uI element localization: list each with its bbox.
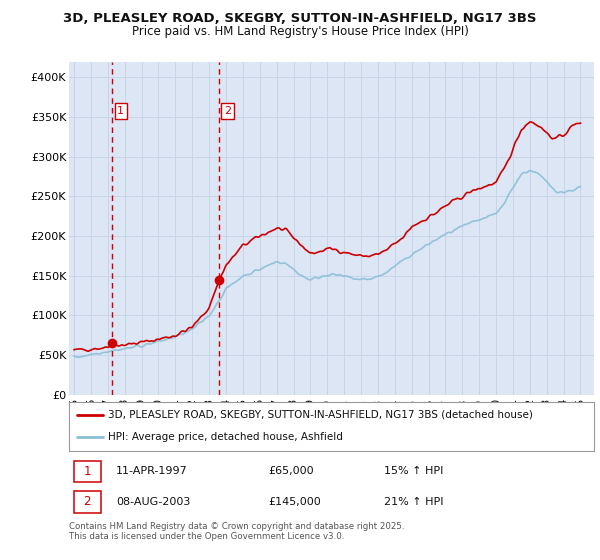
Text: 3D, PLEASLEY ROAD, SKEGBY, SUTTON-IN-ASHFIELD, NG17 3BS (detached house): 3D, PLEASLEY ROAD, SKEGBY, SUTTON-IN-ASH… (109, 410, 533, 420)
Text: Contains HM Land Registry data © Crown copyright and database right 2025.
This d: Contains HM Land Registry data © Crown c… (69, 522, 404, 542)
Text: 1: 1 (83, 465, 91, 478)
FancyBboxPatch shape (74, 460, 101, 482)
Text: 2: 2 (224, 106, 231, 116)
Text: 08-AUG-2003: 08-AUG-2003 (116, 497, 191, 507)
Text: £145,000: £145,000 (269, 497, 321, 507)
Text: £65,000: £65,000 (269, 466, 314, 477)
Text: 1: 1 (118, 106, 124, 116)
Text: 21% ↑ HPI: 21% ↑ HPI (384, 497, 443, 507)
Text: Price paid vs. HM Land Registry's House Price Index (HPI): Price paid vs. HM Land Registry's House … (131, 25, 469, 38)
Text: 15% ↑ HPI: 15% ↑ HPI (384, 466, 443, 477)
FancyBboxPatch shape (74, 491, 101, 512)
Text: 2: 2 (83, 495, 91, 508)
Text: 11-APR-1997: 11-APR-1997 (116, 466, 188, 477)
Text: 3D, PLEASLEY ROAD, SKEGBY, SUTTON-IN-ASHFIELD, NG17 3BS: 3D, PLEASLEY ROAD, SKEGBY, SUTTON-IN-ASH… (63, 12, 537, 25)
Text: HPI: Average price, detached house, Ashfield: HPI: Average price, detached house, Ashf… (109, 432, 343, 442)
